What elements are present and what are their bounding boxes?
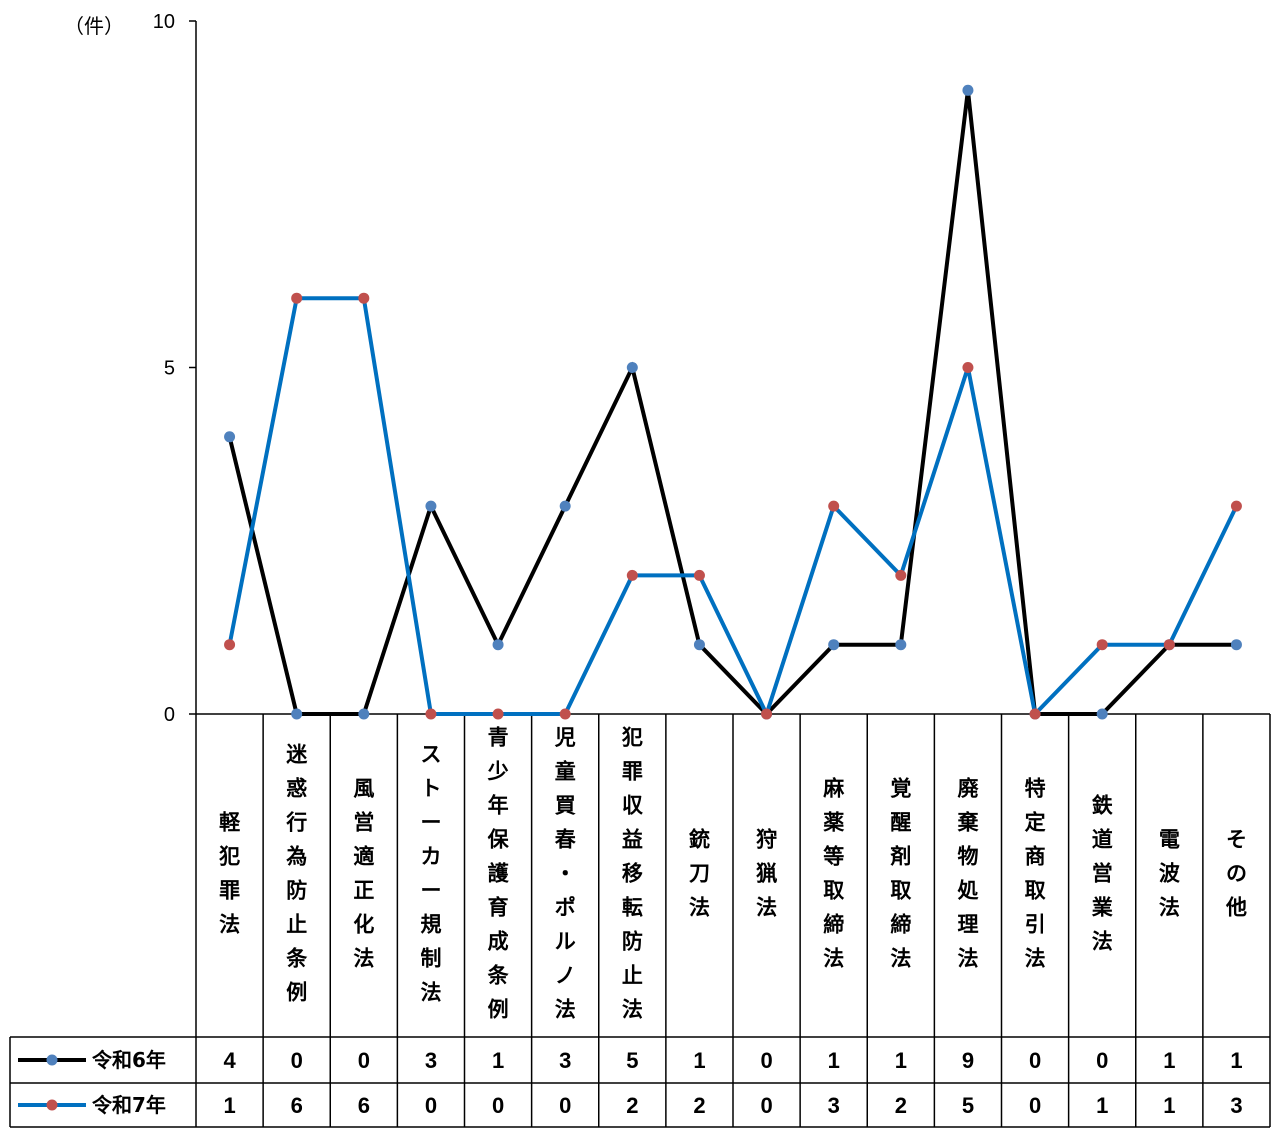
data-point-series-1 bbox=[962, 84, 974, 96]
data-point-series-1 bbox=[291, 708, 303, 720]
table-cell-value: 0 bbox=[1029, 1048, 1041, 1073]
table-cell-value: 3 bbox=[559, 1048, 571, 1073]
table-cell-value: 0 bbox=[291, 1048, 303, 1073]
data-point-series-1 bbox=[358, 708, 370, 720]
category-label: 迷惑行為防止条例 bbox=[285, 743, 308, 1005]
data-point-series-2 bbox=[1029, 708, 1041, 720]
table-cell-value: 5 bbox=[626, 1048, 638, 1073]
table-cell-value: 3 bbox=[425, 1048, 437, 1073]
data-point-series-2 bbox=[492, 708, 504, 720]
table-cell-value: 9 bbox=[962, 1048, 974, 1073]
data-point-series-2 bbox=[1163, 639, 1175, 651]
category-label: 青少年保護育成条例 bbox=[487, 726, 510, 1022]
series-points bbox=[224, 84, 1242, 720]
data-point-series-2 bbox=[895, 569, 907, 581]
data-point-series-2 bbox=[1096, 639, 1108, 651]
data-point-series-2 bbox=[761, 708, 773, 720]
table-cell-value: 1 bbox=[828, 1048, 840, 1073]
data-point-series-1 bbox=[895, 639, 907, 651]
legend-label: 令和6年 bbox=[92, 1048, 166, 1072]
category-label: 犯罪収益移転防止法 bbox=[621, 726, 644, 1022]
data-point-series-2 bbox=[1230, 500, 1242, 512]
table-cell-value: 6 bbox=[291, 1093, 303, 1118]
table-cell-value: 1 bbox=[1163, 1093, 1175, 1118]
table-cell-value: 0 bbox=[1096, 1048, 1108, 1073]
table-cell-value: 4 bbox=[223, 1048, 236, 1073]
legend-marker-swatch bbox=[46, 1054, 58, 1066]
table-cell-value: 0 bbox=[1029, 1093, 1041, 1118]
data-point-series-2 bbox=[962, 362, 974, 373]
category-label: 特定商取引法 bbox=[1025, 777, 1046, 971]
category-label: 覚醒剤取締法 bbox=[889, 777, 911, 971]
axes: 0 5 10 （件） bbox=[64, 11, 197, 1127]
category-label: 児童買春・ポルノ法 bbox=[554, 726, 577, 1022]
table-cell-value: 2 bbox=[626, 1093, 638, 1118]
table-cell-value: 0 bbox=[760, 1048, 772, 1073]
y-tick-label: 5 bbox=[164, 358, 175, 380]
table-cell-value: 1 bbox=[1096, 1093, 1108, 1118]
y-tick-label: 0 bbox=[164, 704, 175, 726]
data-point-series-2 bbox=[828, 500, 840, 512]
table-cell-value: 3 bbox=[828, 1093, 840, 1118]
data-point-series-2 bbox=[626, 569, 638, 581]
legend-label: 令和7年 bbox=[92, 1093, 166, 1117]
table-cell-value: 0 bbox=[559, 1093, 571, 1118]
data-point-series-1 bbox=[425, 500, 437, 512]
table-cell-value: 0 bbox=[760, 1093, 772, 1118]
data-table: 4 0 0 3 1 3 5 1 0 1 1 9 0 0 1 1 1 6 6 0 0 0 2 2 0 3 2 5 0 1 1 3 bbox=[9, 713, 1271, 1128]
category-label: 軽犯罪法 bbox=[218, 811, 241, 937]
data-point-series-2 bbox=[693, 569, 705, 581]
category-label: 廃棄物処理法 bbox=[957, 777, 979, 971]
data-point-series-2 bbox=[358, 292, 370, 304]
data-point-series-2 bbox=[224, 639, 236, 651]
table-cell-value: 5 bbox=[962, 1093, 974, 1118]
legend-item: 令和6年 bbox=[18, 1048, 166, 1072]
data-point-series-2 bbox=[291, 292, 303, 304]
table-cell-value: 1 bbox=[895, 1048, 907, 1073]
category-label: 電波法 bbox=[1159, 828, 1181, 920]
y-tick-label: 10 bbox=[153, 11, 175, 33]
table-cell-value: 0 bbox=[358, 1048, 370, 1073]
table-cell-value: 0 bbox=[492, 1093, 504, 1118]
table-cell-value: 1 bbox=[1230, 1048, 1242, 1073]
data-point-series-1 bbox=[224, 431, 236, 443]
category-label: 銃刀法 bbox=[689, 828, 710, 920]
data-point-series-1 bbox=[693, 639, 705, 651]
data-point-series-2 bbox=[559, 708, 571, 720]
legend-marker-swatch bbox=[46, 1099, 58, 1111]
table-cell-value: 2 bbox=[895, 1093, 907, 1118]
y-axis-unit-label: （件） bbox=[64, 14, 124, 38]
series-line-1 bbox=[227, 90, 1237, 717]
category-label: ストーカー規制法 bbox=[420, 743, 441, 1005]
table-cell-value: 1 bbox=[1163, 1048, 1175, 1073]
category-label: 麻薬等取締法 bbox=[822, 777, 845, 971]
table-cell-value: 2 bbox=[693, 1093, 705, 1118]
category-label: その他 bbox=[1225, 828, 1247, 920]
data-point-series-1 bbox=[1096, 708, 1108, 720]
data-point-series-1 bbox=[828, 639, 840, 651]
category-labels: 軽犯罪法 迷惑行為防止条例 風営適正化法 ストーカー規制法 青少年保護育成条例 児童買春・… bbox=[218, 726, 1247, 1022]
series-lines bbox=[227, 90, 1239, 720]
table-cell-value: 6 bbox=[358, 1093, 370, 1118]
table-cell-value: 1 bbox=[693, 1048, 705, 1073]
category-label: 鉄道営業法 bbox=[1092, 794, 1114, 954]
series-line-2 bbox=[227, 296, 1239, 720]
table-cell-value: 1 bbox=[223, 1093, 235, 1118]
category-label: 風営適正化法 bbox=[353, 777, 374, 971]
data-point-series-1 bbox=[626, 362, 638, 373]
table-cell-value: 1 bbox=[492, 1048, 504, 1073]
data-point-series-1 bbox=[559, 500, 571, 512]
table-cell-value: 3 bbox=[1230, 1093, 1242, 1118]
data-point-series-1 bbox=[1230, 639, 1242, 651]
data-point-series-1 bbox=[492, 639, 504, 651]
category-label: 狩猟法 bbox=[755, 828, 777, 920]
legend-item: 令和7年 bbox=[18, 1093, 166, 1117]
data-point-series-2 bbox=[425, 708, 437, 720]
table-cell-value: 0 bbox=[425, 1093, 437, 1118]
